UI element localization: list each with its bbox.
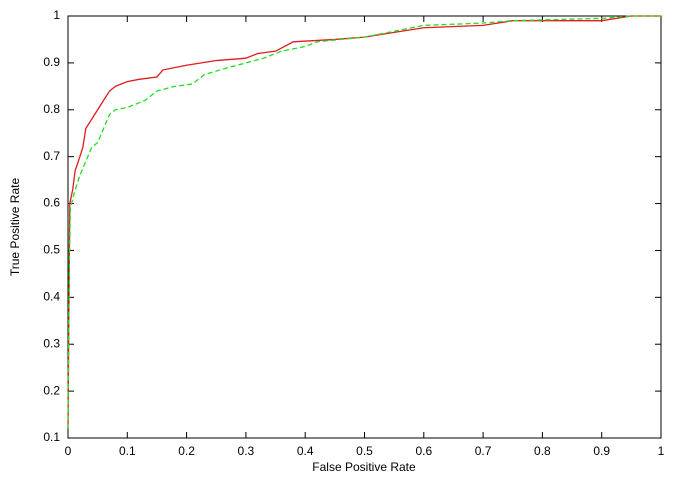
y-tick-label: 0.9: [43, 55, 60, 69]
x-tick-label: 0.7: [475, 444, 492, 458]
y-tick-label: 0.4: [43, 290, 60, 304]
roc-line: [67, 15, 661, 429]
x-tick-label: 0.1: [119, 444, 136, 458]
y-tick-label: 0.2: [43, 383, 60, 397]
y-axis-label: True Positive Rate: [8, 178, 22, 277]
x-tick-label: 0.8: [534, 444, 551, 458]
y-tick-label: 0.5: [43, 243, 60, 257]
plot-frame: [67, 15, 662, 439]
y-tick-label: 0.6: [43, 196, 60, 210]
y-tick-label: 1: [53, 8, 60, 22]
y-tick-label: 0.1: [43, 430, 60, 444]
x-tick-label: 0.5: [356, 444, 373, 458]
x-tick-label: 0.2: [178, 444, 195, 458]
x-tick-label: 0.9: [593, 444, 610, 458]
y-tick-label: 0.7: [43, 149, 60, 163]
y-tick-label: 0.8: [43, 102, 60, 116]
x-tick-label: 0.3: [238, 444, 255, 458]
x-axis-label: False Positive Rate: [312, 460, 416, 474]
x-tick-label: 0: [65, 444, 72, 458]
x-tick-label: 1: [658, 444, 665, 458]
x-tick-label: 0.6: [415, 444, 432, 458]
roc-line: [67, 15, 661, 429]
y-tick-label: 0.3: [43, 336, 60, 350]
x-tick-label: 0.4: [297, 444, 314, 458]
